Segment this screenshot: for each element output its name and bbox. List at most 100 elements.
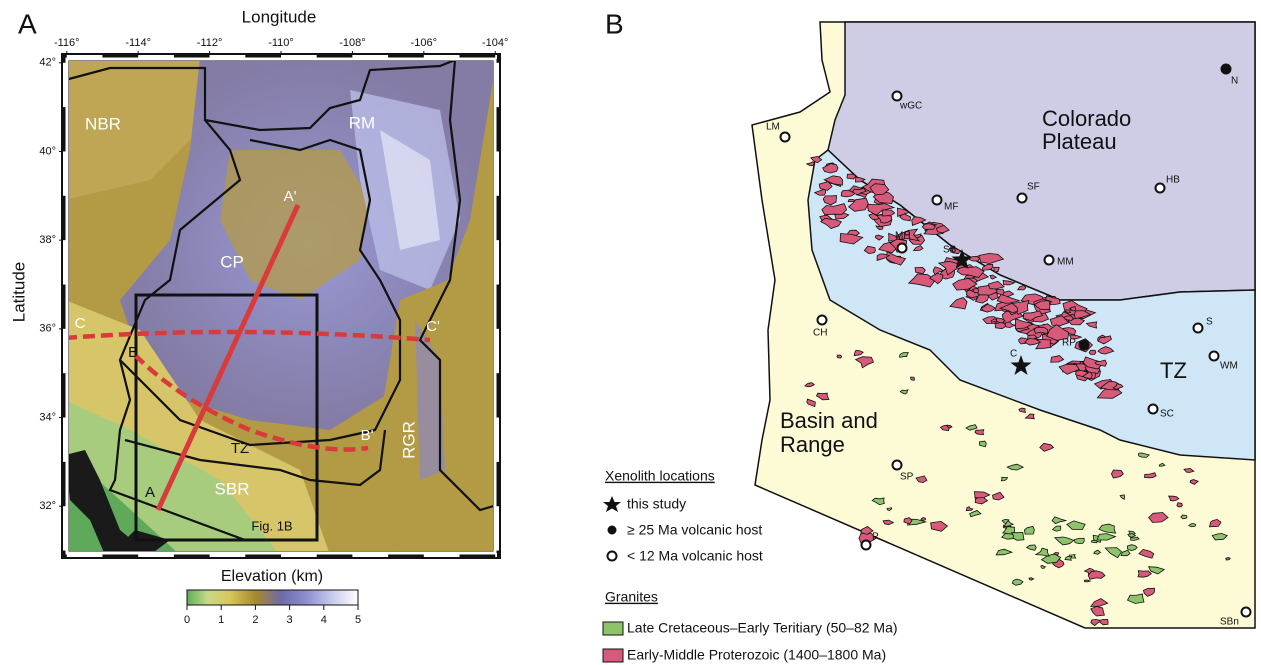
colorbar-ticks: 0 1 2 3 4 5: [184, 605, 361, 626]
x-tick-label: -116°: [54, 37, 80, 49]
young-host-site: [893, 92, 902, 101]
granite-outcrop: [1092, 541, 1098, 543]
young-host-site: [1045, 256, 1054, 265]
region-label: TZ: [231, 440, 249, 457]
young-host-site: [818, 316, 827, 325]
colorbar-tick-label: 3: [287, 614, 293, 626]
x-tick-label: -114°: [125, 37, 151, 49]
profile-label: A: [145, 484, 155, 501]
site-label: SBn: [1220, 617, 1239, 628]
y-tick-label: 38°: [39, 234, 56, 246]
profile-label: B': [361, 427, 374, 444]
figure: A Longitude Latitude -116° -114° -112° -110…: [0, 0, 1261, 665]
young-host-site: [862, 541, 871, 550]
region-label: SBR: [215, 479, 250, 498]
granite-outcrop: [911, 377, 915, 380]
region-label: CP: [220, 252, 244, 271]
young-host-site: [1194, 324, 1203, 333]
y-tick-label: 40°: [39, 145, 56, 157]
site-label: SC: [1160, 409, 1174, 420]
x-tick-label: -112°: [197, 37, 223, 49]
province-map: [752, 22, 1255, 628]
granite-outcrop: [1181, 515, 1187, 519]
y-tick-label: 34°: [39, 411, 56, 423]
profile-label: C: [75, 315, 86, 332]
province-label-line: Colorado: [1042, 106, 1131, 131]
site-label: SB: [943, 245, 957, 256]
province-label-line: Basin and: [780, 408, 878, 433]
legend-swatch: [603, 649, 623, 662]
x-tick-label: -106°: [411, 37, 437, 49]
young-host-site: [898, 244, 907, 253]
legend-open-circle: [608, 552, 617, 561]
site-label: LM: [766, 122, 780, 133]
legend-title: Xenolith locations: [605, 468, 715, 484]
legend-text: < 12 Ma volcanic host: [627, 548, 763, 564]
region-label: RGR: [399, 421, 418, 459]
site-label: wGC: [899, 101, 922, 112]
site-label: S: [1206, 317, 1213, 328]
colorbar-tick-label: 5: [355, 614, 361, 626]
site-label: RP: [1062, 338, 1076, 349]
y-tick-label: 42°: [39, 57, 56, 69]
region-label: NBR: [85, 114, 121, 133]
colorbar-tick-label: 2: [252, 614, 258, 626]
elevation-map: [65, 57, 497, 555]
site-label: MM: [1057, 257, 1074, 268]
panel-label: B: [605, 8, 624, 39]
x-tick-label: -108°: [339, 37, 365, 49]
y-tick-label: 32°: [39, 500, 56, 512]
granite-outcrop: [994, 267, 999, 272]
young-host-site: [1242, 608, 1251, 617]
legend-text: Late Cretaceous–Early Teritiary (50–82 M…: [627, 620, 898, 636]
site-label: MF: [944, 202, 958, 213]
young-host-site: [1149, 405, 1158, 414]
profile-label: B: [128, 344, 138, 361]
profile-label: A': [284, 188, 297, 205]
site-label: MH: [895, 231, 911, 242]
legend-star: [603, 496, 621, 512]
panel-label: A: [18, 8, 37, 39]
granite-outcrop: [1074, 538, 1084, 543]
x-tick-label: -110°: [268, 37, 294, 49]
legend-text: Early-Middle Proterozoic (1400–1800 Ma): [627, 647, 886, 663]
granite-outcrop: [1084, 580, 1090, 582]
site-label: SP: [900, 472, 914, 483]
province-label-line: Plateau: [1042, 129, 1117, 154]
granite-outcrop: [915, 267, 925, 273]
site-label: SF: [1027, 182, 1040, 193]
colorbar-tick-label: 1: [218, 614, 224, 626]
site-label: HB: [1166, 175, 1180, 186]
young-host-site: [1210, 352, 1219, 361]
province-label-line: Range: [780, 432, 845, 457]
legend-title: Granites: [605, 589, 658, 605]
young-host-site: [781, 133, 790, 142]
colorbar: [187, 590, 358, 605]
colorbar-title: Elevation (km): [221, 568, 323, 585]
profile-label: C': [426, 318, 440, 335]
y-axis-title: Latitude: [9, 262, 28, 323]
young-host-site: [1018, 194, 1027, 203]
granite-outcrop: [975, 430, 984, 435]
old-host-site: [1222, 65, 1231, 74]
legend-swatch: [603, 622, 623, 635]
old-host-site: [1080, 341, 1089, 350]
x-axis-title: Longitude: [242, 7, 317, 26]
young-host-site: [1156, 184, 1165, 193]
granite-outcrop: [1177, 503, 1183, 507]
site-label: WM: [1220, 361, 1238, 372]
young-host-site: [893, 461, 902, 470]
box-label: Fig. 1B: [251, 518, 292, 533]
colorbar-tick-label: 0: [184, 614, 190, 626]
granite-outcrop: [837, 355, 842, 358]
legend-text: ≥ 25 Ma volcanic host: [627, 522, 762, 538]
x-tick-label: -104°: [482, 37, 508, 49]
legend-text: this study: [627, 496, 686, 512]
legend-filled-circle: [608, 526, 617, 535]
site-label: P: [872, 532, 879, 543]
site-label: N: [1231, 76, 1238, 87]
granite-outcrop: [1226, 558, 1231, 561]
y-tick-label: 36°: [39, 323, 56, 335]
colorbar-tick-label: 4: [321, 614, 327, 626]
site-label: C: [1010, 349, 1017, 360]
